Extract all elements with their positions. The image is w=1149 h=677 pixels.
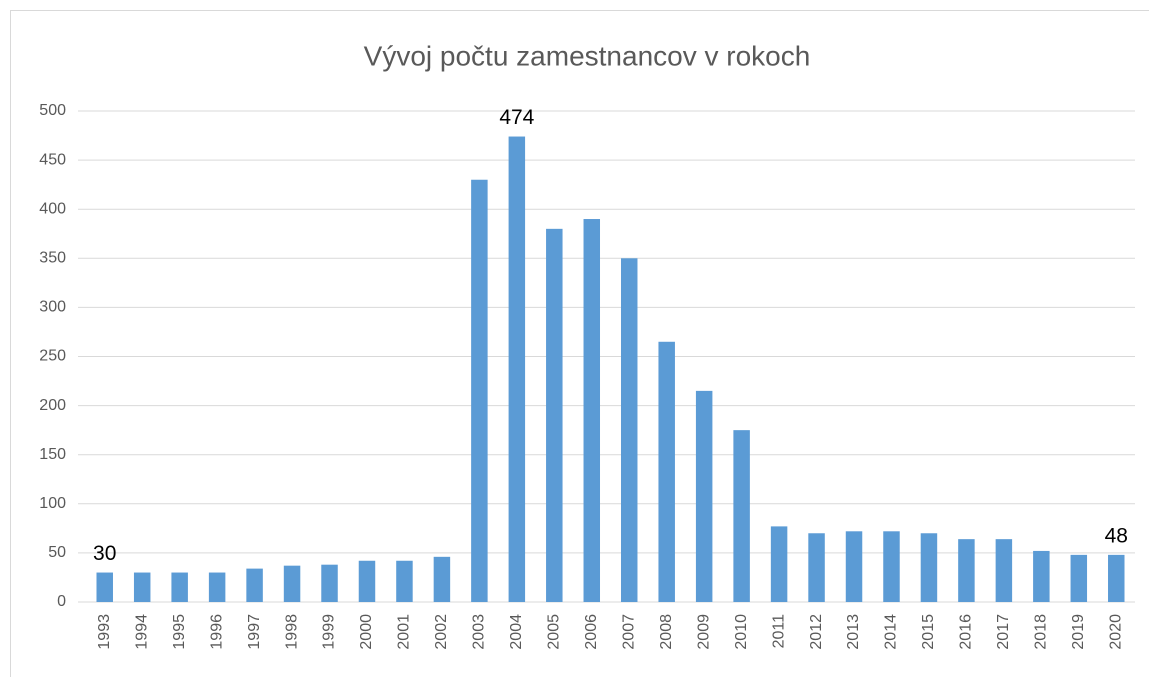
bar [321,564,338,602]
x-tick-label: 2017 [995,614,1012,650]
bar [96,572,113,602]
data-label: 474 [499,106,534,129]
bar [883,531,900,602]
x-tick-label: 1998 [283,614,300,650]
bar [770,526,788,602]
y-tick-label: 100 [39,495,66,512]
x-tick-label: 2003 [471,614,488,650]
x-tick-label: 2004 [508,614,525,650]
bar [358,560,376,602]
x-tick-label: 2015 [920,614,937,650]
bar [958,539,975,602]
x-tick-label: 2010 [733,614,750,650]
bar [620,258,638,602]
bar [283,565,301,602]
bar [208,572,226,602]
x-tick-label: 2012 [808,614,825,650]
x-tick-label: 2014 [883,614,900,650]
bar [433,556,451,602]
x-tick-label: 2007 [620,614,637,650]
bar [583,219,601,602]
y-tick-label: 300 [39,299,66,316]
bar [995,539,1013,602]
bar [133,572,151,602]
bar [471,179,488,603]
x-tick-label: 2001 [396,614,413,650]
x-tick-label: 2009 [695,614,712,650]
bar [396,560,413,602]
x-tick-label: 1997 [246,614,263,650]
chart-frame [10,10,1149,677]
x-tick-label: 2018 [1033,614,1050,650]
bar [845,531,863,602]
y-tick-label: 0 [57,593,66,610]
x-tick-label: 1996 [208,614,225,650]
x-tick-label: 2020 [1107,614,1124,650]
x-tick-label: 1994 [133,614,150,650]
x-tick-label: 2019 [1070,614,1087,650]
bar [246,568,263,602]
bar [733,430,750,602]
data-label: 48 [1105,524,1128,547]
bar [1070,554,1088,602]
x-tick-label: 2005 [546,614,563,650]
bar [695,390,713,602]
y-tick-label: 500 [39,102,66,119]
data-label: 30 [93,542,116,565]
x-tick-label: 2002 [433,614,450,650]
bar [171,572,188,602]
x-tick-label: 1995 [171,614,188,650]
bar [808,533,825,602]
y-tick-label: 400 [39,200,66,217]
bar [546,228,563,602]
y-tick-label: 350 [39,250,66,267]
x-tick-label: 1999 [321,614,338,650]
y-tick-label: 50 [48,544,66,561]
bar [1108,554,1125,602]
x-tick-label: 2000 [358,614,375,650]
x-tick-label: 2013 [845,614,862,650]
x-tick-label: 2016 [958,614,975,650]
y-tick-label: 250 [39,348,66,365]
chart-title: Vývoj počtu zamestnancov v rokoch [364,40,811,71]
bar [658,341,675,602]
bar [508,136,526,603]
y-tick-label: 450 [39,151,66,168]
x-tick-label: 2008 [658,614,675,650]
y-tick-label: 200 [39,397,66,414]
bar [1033,550,1050,602]
bar [920,533,938,602]
x-tick-label: 2011 [770,614,787,649]
x-tick-label: 1993 [96,614,113,650]
x-tick-label: 2006 [583,614,600,650]
y-tick-label: 150 [39,446,66,463]
